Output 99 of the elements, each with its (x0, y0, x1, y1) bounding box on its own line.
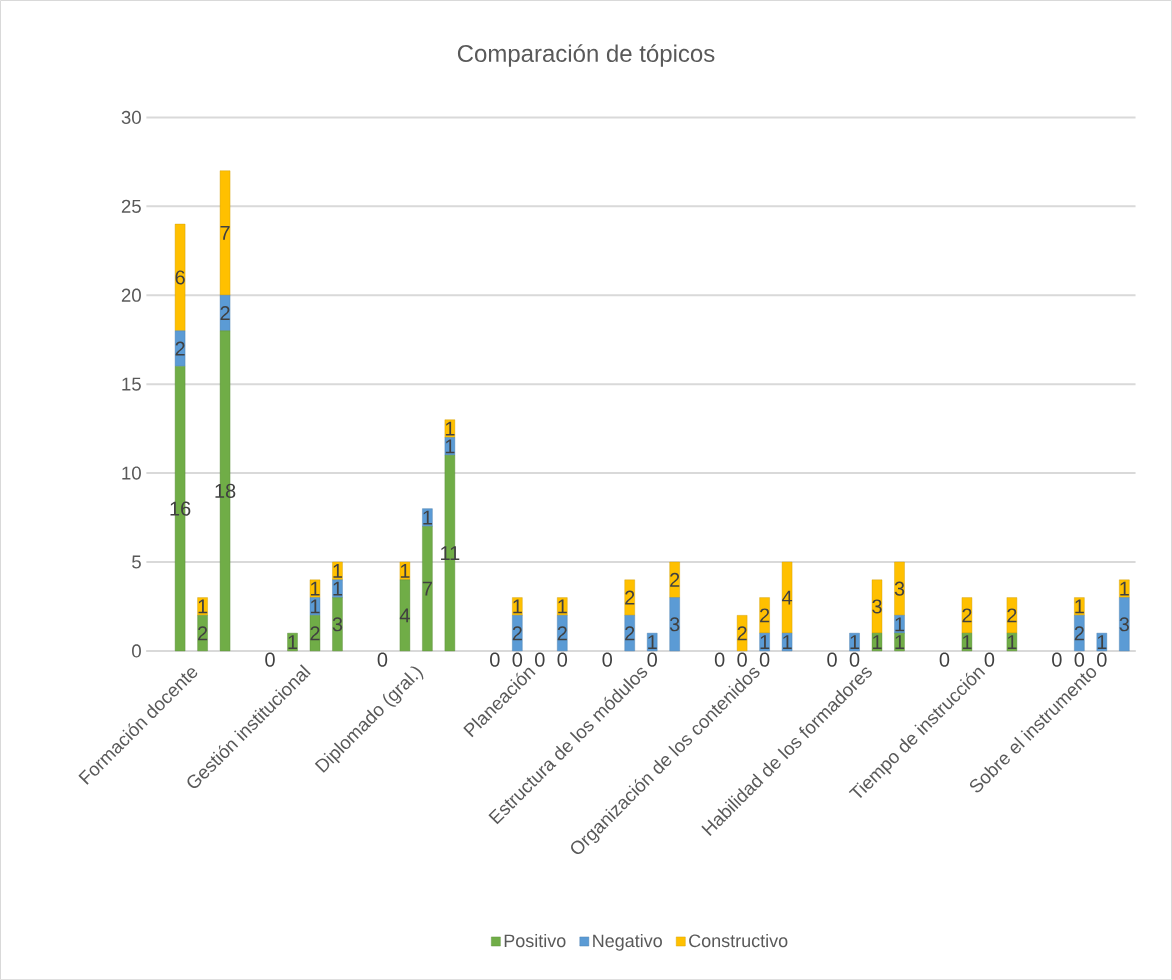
bar (894, 561, 905, 616)
bar (624, 579, 635, 616)
data-label: 1 (310, 599, 320, 614)
data-label: 3 (332, 617, 343, 632)
bar (1119, 597, 1130, 652)
bar (332, 597, 343, 652)
data-label: 1 (558, 599, 567, 614)
bar (669, 561, 680, 598)
data-label: 7 (220, 226, 230, 240)
data-label: 2 (625, 626, 635, 641)
data-label: 2 (557, 626, 567, 641)
data-label: 2 (198, 626, 208, 641)
bar (219, 170, 231, 296)
bar (1006, 597, 1018, 634)
data-label: 1 (400, 563, 410, 578)
data-label: 1 (962, 635, 972, 649)
chart-title: Comparación de tópicos (457, 44, 715, 67)
data-label: 0 (759, 652, 770, 667)
legend-label: Constructivo (689, 933, 788, 948)
data-label: 1 (1007, 635, 1017, 649)
data-label: 1 (648, 635, 657, 649)
y-tick-label: 10 (122, 466, 141, 480)
data-label: 2 (220, 305, 230, 320)
data-label: 7 (422, 581, 432, 596)
data-label: 1 (783, 635, 792, 649)
data-label: 0 (512, 652, 523, 667)
bar (219, 294, 231, 331)
data-label: 1 (288, 635, 298, 649)
data-label: 0 (849, 652, 860, 667)
legend-label: Positivo (504, 933, 566, 948)
data-label: 1 (1097, 635, 1107, 649)
data-label: 1 (872, 635, 882, 649)
data-label: 4 (781, 590, 793, 605)
bar (399, 579, 411, 652)
data-label: 0 (1052, 652, 1062, 667)
data-label: 3 (1119, 617, 1129, 632)
data-label: 0 (490, 652, 500, 667)
data-label: 1 (850, 635, 860, 649)
bar (1074, 615, 1085, 652)
bar (174, 330, 186, 367)
bar (736, 615, 748, 652)
data-label: 2 (310, 626, 320, 641)
data-label: 1 (198, 599, 208, 614)
data-label: 1 (333, 563, 343, 578)
data-label: 2 (670, 572, 680, 587)
data-label: 2 (1007, 608, 1017, 623)
bar (669, 597, 680, 652)
y-tick-label: 15 (122, 377, 141, 391)
data-label: 0 (535, 652, 545, 667)
data-label: 0 (827, 652, 837, 667)
data-label: 0 (1097, 652, 1107, 667)
data-label: 0 (377, 652, 388, 667)
data-label: 1 (1075, 599, 1084, 614)
data-label: 1 (1120, 581, 1129, 596)
data-label: 0 (714, 652, 725, 667)
data-label: 1 (513, 599, 522, 614)
data-label: 1 (445, 421, 455, 436)
bar (557, 615, 568, 652)
data-label: 1 (760, 635, 770, 649)
y-tick-label: 25 (121, 199, 141, 213)
data-label: 1 (423, 510, 432, 525)
bar (624, 615, 635, 652)
bar (174, 223, 186, 331)
y-tick-label: 20 (121, 288, 141, 302)
bar (512, 615, 523, 652)
data-label: 2 (737, 626, 747, 641)
bar (309, 615, 321, 652)
data-label: 0 (984, 652, 995, 667)
data-label: 6 (175, 270, 185, 285)
data-label: 1 (333, 581, 343, 596)
data-label: 0 (1074, 652, 1085, 667)
data-label: 2 (512, 626, 522, 641)
bar (197, 615, 208, 652)
data-label: 1 (895, 617, 905, 632)
y-tick-label: 0 (132, 644, 141, 658)
bar (422, 526, 433, 652)
data-label: 0 (602, 652, 613, 667)
data-label: 2 (625, 590, 635, 605)
data-label: 2 (1074, 626, 1084, 641)
data-label: 1 (895, 635, 905, 649)
data-label: 2 (760, 608, 770, 623)
legend-label: Negativo (593, 933, 662, 951)
bar (759, 597, 770, 634)
data-label: 3 (669, 617, 680, 632)
data-label: 3 (872, 599, 882, 614)
data-label: 1 (445, 439, 455, 454)
data-label: 0 (939, 652, 950, 667)
data-label: 0 (737, 652, 747, 667)
data-label: 2 (175, 341, 185, 356)
bar (871, 579, 883, 634)
data-label: 3 (894, 581, 905, 596)
data-label: 2 (962, 608, 972, 623)
y-tick-label: 5 (132, 555, 141, 569)
data-label: 0 (557, 652, 568, 667)
data-label: 1 (310, 581, 320, 596)
data-label: 0 (647, 652, 657, 667)
bar (961, 597, 973, 634)
bar (781, 561, 793, 634)
y-tick-label: 30 (121, 110, 141, 124)
